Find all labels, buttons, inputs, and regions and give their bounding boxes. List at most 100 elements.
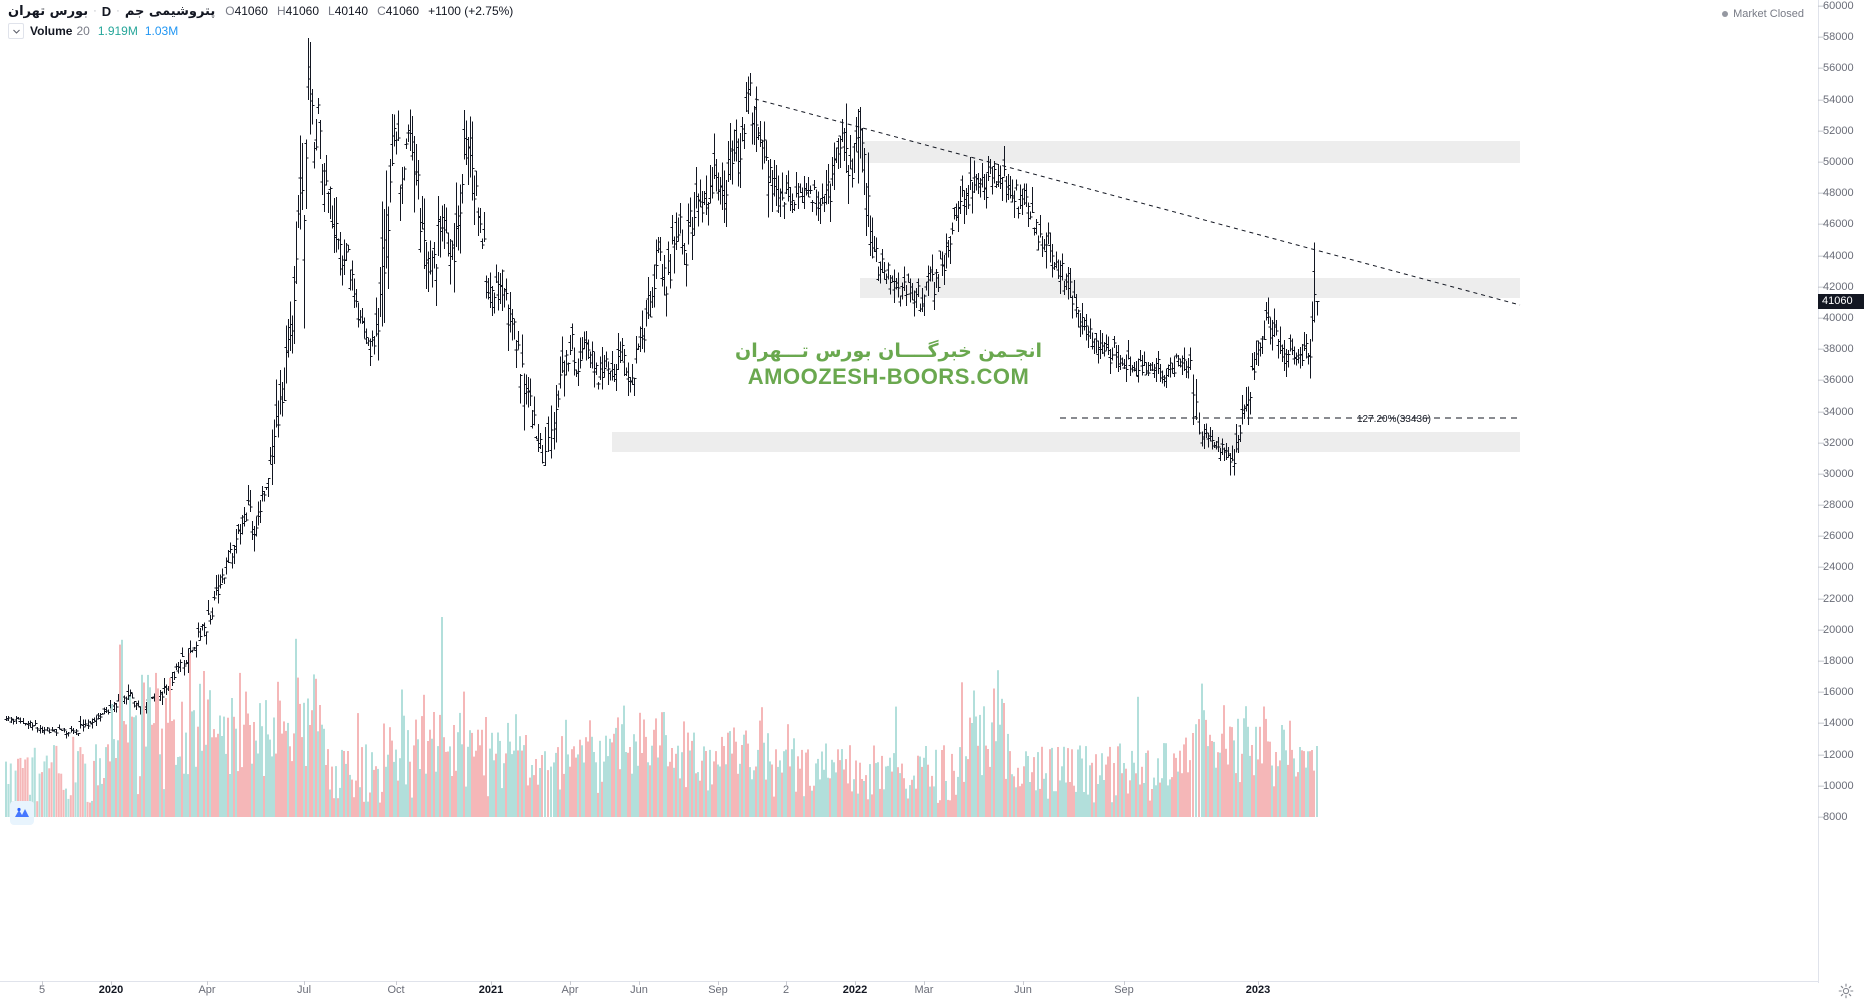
tick-dash: – xyxy=(1818,779,1825,792)
tick-dash: – xyxy=(1818,343,1825,356)
high-label: H xyxy=(276,4,286,18)
price-axis-divider xyxy=(1818,0,1819,983)
tick-dash: – xyxy=(1818,686,1825,699)
tick-dash: – xyxy=(1818,530,1825,543)
time-axis[interactable]: 5 2020 Apr Jul Oct 2021 Apr Jun Sep 2 2022 Mar Jun Se… xyxy=(0,981,1818,1003)
tick-dash: – xyxy=(1818,280,1825,293)
price-tick-26000: –26000 xyxy=(1818,530,1854,543)
support-zone-lower[interactable] xyxy=(612,432,1520,452)
price-tick-52000: –52000 xyxy=(1818,124,1854,137)
tick-dash: – xyxy=(1818,592,1825,605)
price-tick-14000: –14000 xyxy=(1818,717,1854,730)
volume-histogram xyxy=(5,617,1318,817)
low-label: L xyxy=(328,4,335,18)
price-tick-16000: –16000 xyxy=(1818,686,1854,699)
time-tick-2: 2 xyxy=(782,984,790,996)
market-status-label: Market Closed xyxy=(1733,8,1804,20)
open-value-group: O41060 xyxy=(225,4,268,18)
tick-dash: – xyxy=(1818,561,1825,574)
price-tick-28000: –28000 xyxy=(1818,499,1854,512)
price-tick-54000: –54000 xyxy=(1818,93,1854,106)
price-tick-58000: –58000 xyxy=(1818,31,1854,44)
tick-dash: – xyxy=(1818,93,1825,106)
price-tick-40000: –40000 xyxy=(1818,311,1854,324)
price-tick-12000: –12000 xyxy=(1818,748,1854,761)
volume-value-ma: 1.03M xyxy=(144,24,179,38)
tick-dash: – xyxy=(1818,62,1825,75)
time-tick-mark xyxy=(924,981,925,985)
support-zone-middle[interactable] xyxy=(860,278,1520,298)
high-value: 41060 xyxy=(285,4,319,18)
tick-dash: – xyxy=(1818,405,1825,418)
high-value-group: H41060 xyxy=(277,4,319,18)
resistance-zone-upper[interactable] xyxy=(860,141,1520,163)
time-tick-Sep: Sep xyxy=(1114,984,1134,996)
price-tick-44000: –44000 xyxy=(1818,249,1854,262)
time-tick-Jul: Jul xyxy=(296,984,312,996)
price-tick-36000: –36000 xyxy=(1818,374,1854,387)
time-tick-mark xyxy=(1258,981,1259,985)
tick-dash: – xyxy=(1818,467,1825,480)
time-tick-2022: 2022 xyxy=(842,984,868,996)
tick-dash: – xyxy=(1818,811,1825,823)
tick-dash: – xyxy=(1818,717,1825,730)
time-tick-mark xyxy=(570,981,571,985)
current-price-tag[interactable]: 41060 xyxy=(1818,294,1864,310)
fib-level-label[interactable]: 127.20%(33436) xyxy=(1357,414,1431,425)
tick-dash: – xyxy=(1818,655,1825,668)
price-tick-56000: –56000 xyxy=(1818,62,1854,75)
tick-dash: – xyxy=(1818,374,1825,387)
close-label: C xyxy=(377,4,386,18)
change-value: +1100 (+2.75%) xyxy=(428,4,514,18)
tick-dash: – xyxy=(1818,218,1825,231)
legend-separator-2: · xyxy=(116,5,120,17)
price-tick-34000: –34000 xyxy=(1818,405,1854,418)
tick-dash: – xyxy=(1818,249,1825,262)
close-value-group: C41060 xyxy=(377,4,419,18)
time-tick-Oct: Oct xyxy=(387,984,405,996)
price-tick-60000: –60000 xyxy=(1818,0,1854,12)
legend-separator-1: · xyxy=(93,5,97,17)
time-tick-2020: 2020 xyxy=(98,984,124,996)
volume-value-primary: 1.919M xyxy=(97,24,138,38)
time-tick-mark xyxy=(304,981,305,985)
close-value: 41060 xyxy=(385,4,420,18)
time-tick-mark xyxy=(207,981,208,985)
low-value-group: L40140 xyxy=(328,4,368,18)
exchange-label[interactable]: بورس تهران xyxy=(8,3,89,19)
time-tick-mark xyxy=(42,981,43,985)
time-tick-2021: 2021 xyxy=(478,984,504,996)
symbol-legend-row: بورس تهران · D · پتروشیمی جم O41060 H4106… xyxy=(8,2,513,20)
price-axis[interactable]: –60000 –58000 –56000 –54000 –52000 –50000 –480… xyxy=(1818,0,1864,1003)
downtrend-line xyxy=(754,98,1521,306)
time-tick-Apr: Apr xyxy=(198,984,216,996)
volume-indicator-name[interactable]: Volume xyxy=(30,24,73,38)
price-tick-46000: –46000 xyxy=(1818,218,1854,231)
time-tick-Apr: Apr xyxy=(561,984,579,996)
interval-label[interactable]: D xyxy=(101,3,112,19)
chevron-down-icon[interactable] xyxy=(8,23,24,39)
tradingview-logo-icon[interactable] xyxy=(10,801,34,825)
time-tick-mark xyxy=(1124,981,1125,985)
time-tick-mark xyxy=(1023,981,1024,985)
open-label: O xyxy=(225,4,235,18)
chart-drawings[interactable] xyxy=(0,0,1818,983)
tick-dash: – xyxy=(1818,748,1825,761)
volume-legend-row: Volume 20 1.919M 1.03M xyxy=(8,22,513,40)
gear-icon[interactable] xyxy=(1838,983,1854,999)
time-tick-Jun: Jun xyxy=(1014,984,1032,996)
price-tick-18000: –18000 xyxy=(1818,655,1854,668)
time-tick-mark xyxy=(639,981,640,985)
time-tick-Jun: Jun xyxy=(630,984,648,996)
market-status-badge[interactable]: Market Closed xyxy=(1722,8,1804,20)
price-tick-50000: –50000 xyxy=(1818,155,1854,168)
price-tick-32000: –32000 xyxy=(1818,436,1854,449)
tick-dash: – xyxy=(1818,499,1825,512)
symbol-label[interactable]: پتروشیمی جم xyxy=(124,3,216,19)
time-tick-mark xyxy=(111,981,112,985)
time-tick-Mar: Mar xyxy=(914,984,934,996)
time-tick-2023: 2023 xyxy=(1245,984,1271,996)
low-value: 40140 xyxy=(334,4,369,18)
price-tick-20000: –20000 xyxy=(1818,623,1854,636)
